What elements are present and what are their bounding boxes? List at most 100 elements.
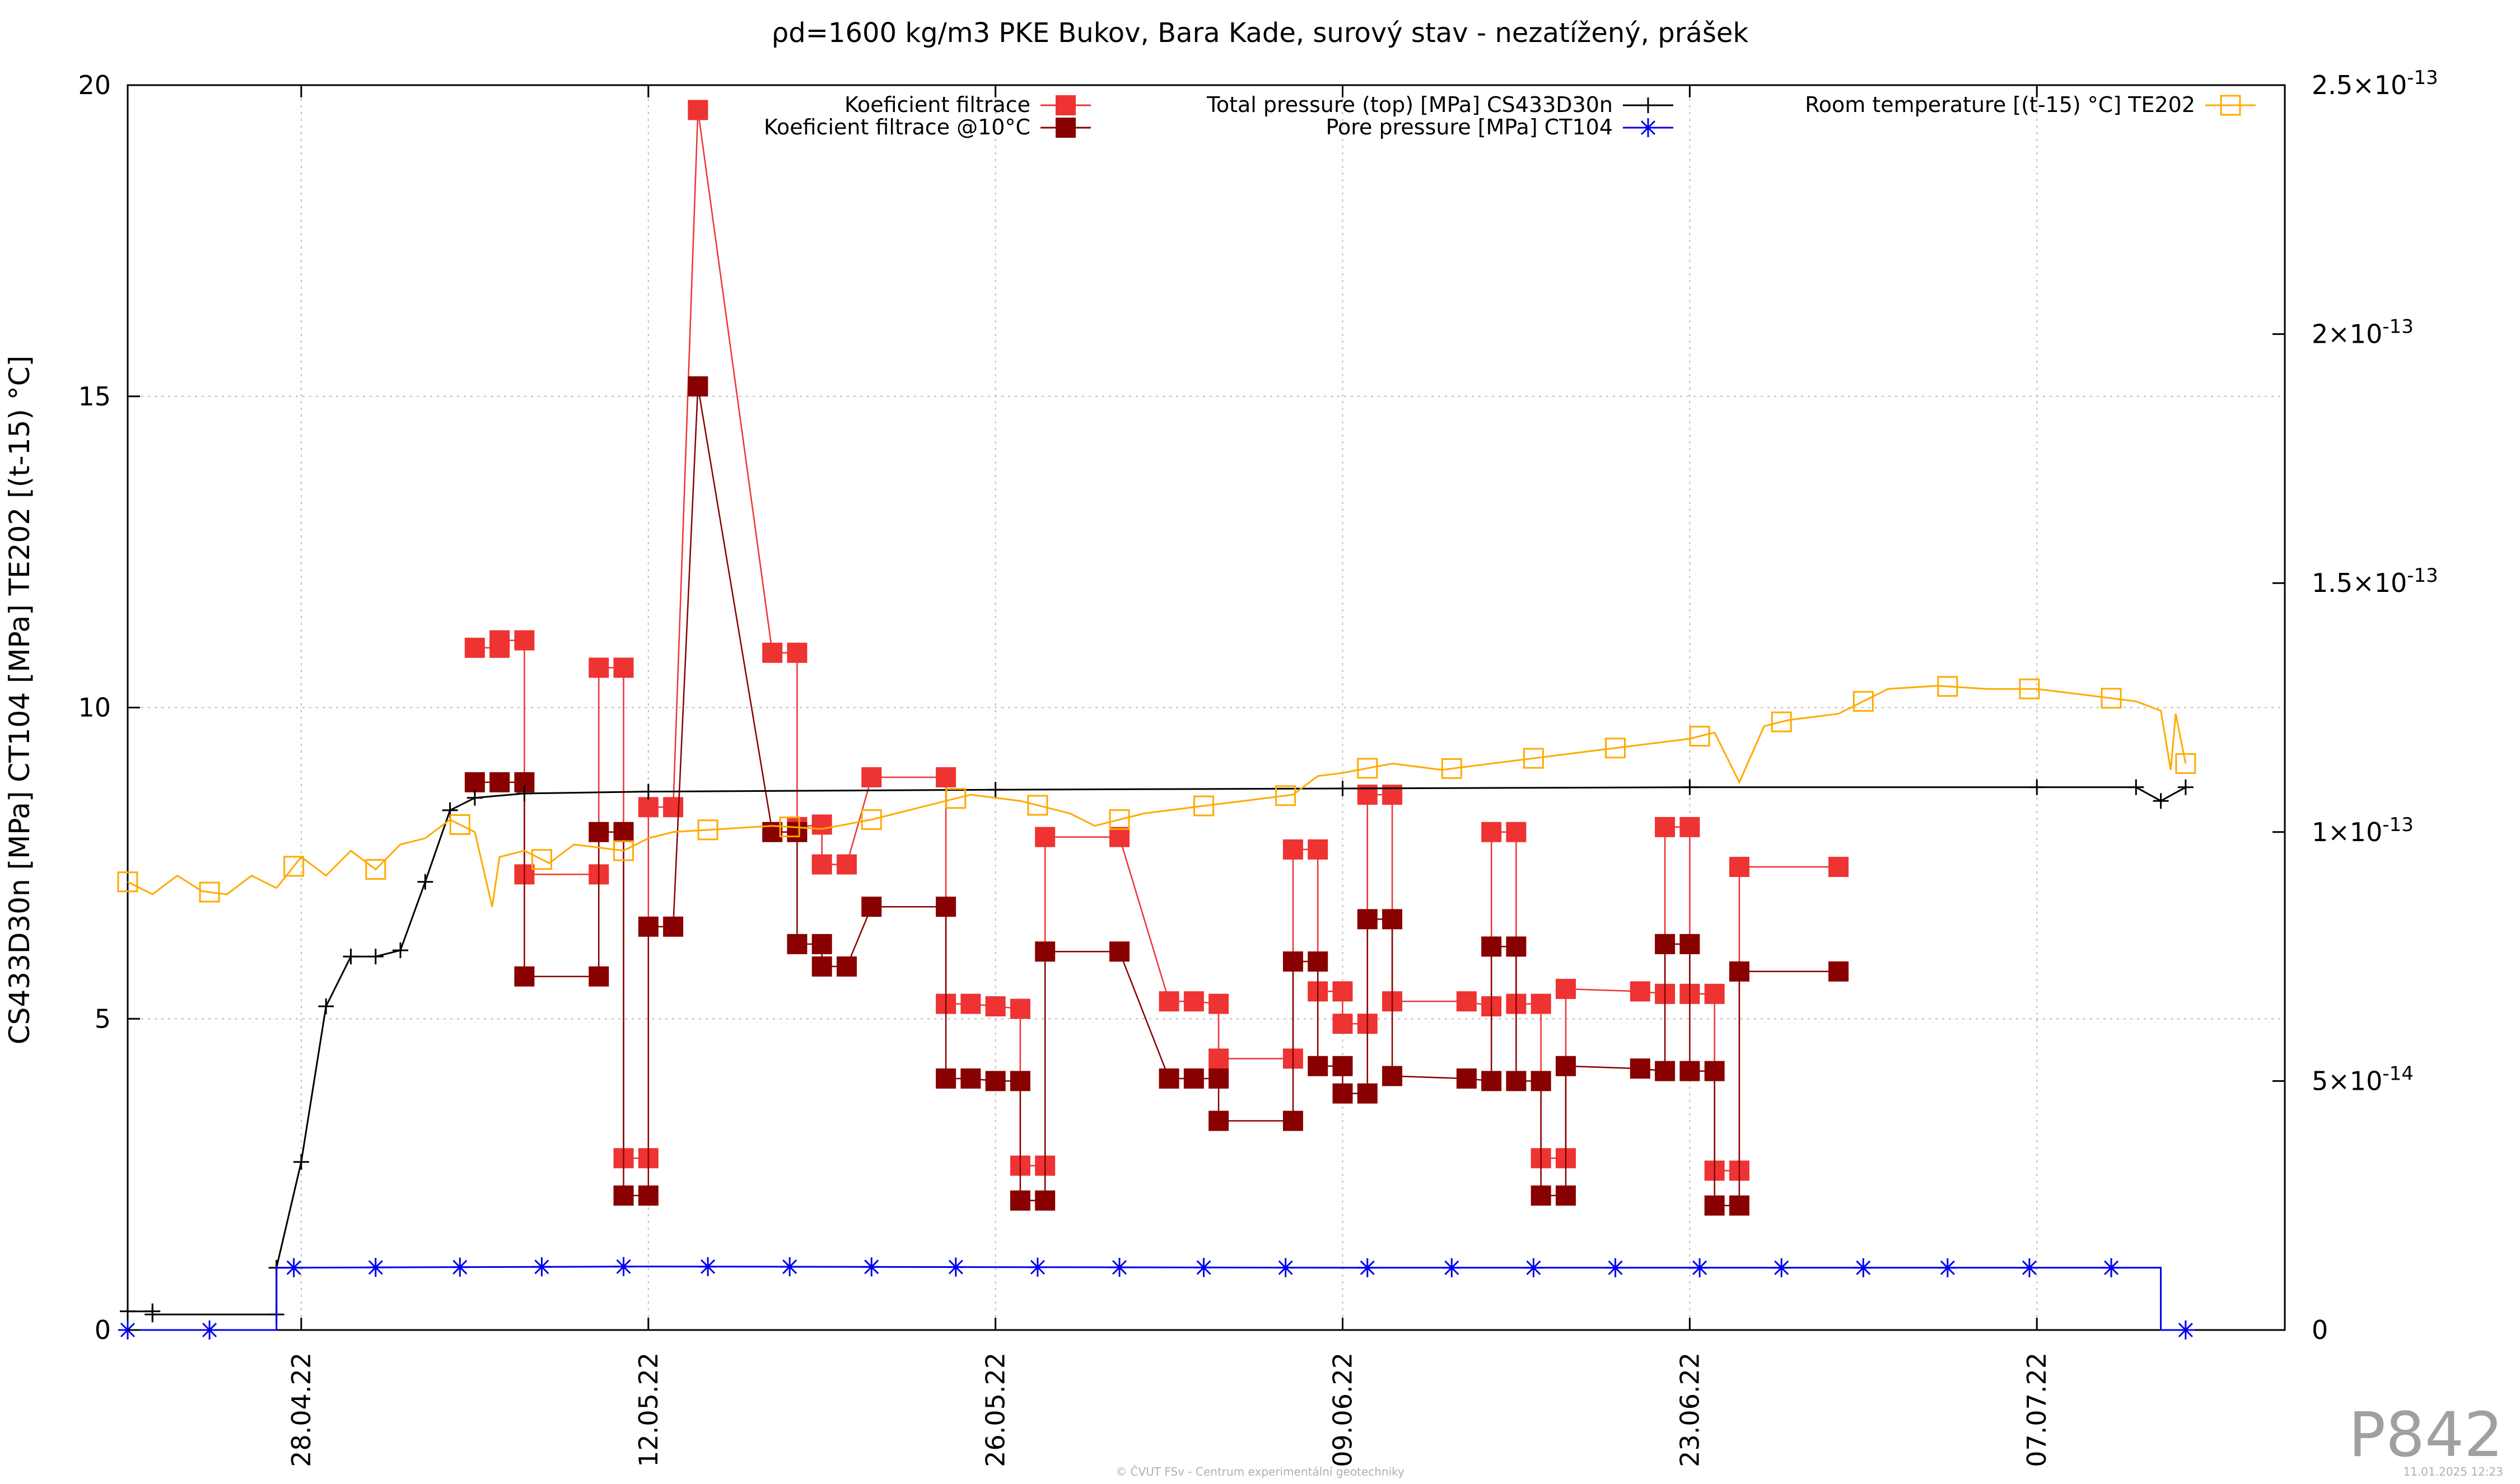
series-line <box>474 110 1838 1172</box>
data-point <box>343 949 359 965</box>
x-tick-label: 23.06.22 <box>1674 1352 1705 1467</box>
data-point <box>1630 981 1650 1002</box>
data-point <box>284 1258 304 1277</box>
data-point <box>837 854 857 875</box>
data-point <box>1679 934 1700 954</box>
y2-tick-label: 0 <box>2312 1315 2328 1345</box>
data-point <box>762 642 783 663</box>
data-point <box>1771 711 1792 732</box>
data-point <box>464 637 485 658</box>
data-point <box>663 916 684 937</box>
data-point <box>1828 961 1849 982</box>
data-point <box>449 814 470 835</box>
data-point <box>464 772 485 792</box>
footer-credit: © ČVUT FSv - Centrum experimentální geot… <box>1116 1465 1404 1478</box>
data-point <box>589 822 609 842</box>
data-point <box>1282 1110 1303 1131</box>
data-point <box>1630 1058 1650 1079</box>
data-point <box>1109 941 1130 962</box>
data-point <box>1308 1056 1328 1076</box>
data-point <box>514 966 535 987</box>
watermark-label: P842 <box>2349 1399 2503 1471</box>
data-point <box>1689 726 1710 747</box>
y2-tick-label: 1.5×10-13 <box>2312 564 2438 598</box>
data-point <box>365 858 386 880</box>
data-point <box>1640 97 1656 113</box>
y2-tick-exponent: -13 <box>2382 316 2414 338</box>
series-2 <box>120 779 2194 1323</box>
data-point <box>697 819 718 841</box>
data-point <box>1506 822 1527 842</box>
data-point <box>367 949 384 965</box>
data-point <box>1690 1258 1710 1277</box>
data-point <box>985 996 1006 1017</box>
data-point <box>779 816 800 838</box>
data-point <box>1110 1258 1130 1277</box>
x-tick-label: 09.06.22 <box>1328 1352 1358 1467</box>
data-point <box>2175 753 2196 774</box>
data-point <box>1035 941 1056 962</box>
data-point <box>987 782 1004 798</box>
data-point <box>318 998 334 1015</box>
data-point <box>1456 1068 1477 1089</box>
data-point <box>1109 827 1130 847</box>
series-line <box>474 386 1838 1206</box>
legend-entry: Pore pressure [MPa] CT104 <box>1326 115 1673 139</box>
data-point <box>532 1257 552 1277</box>
data-point <box>1010 998 1030 1019</box>
data-point <box>1704 983 1725 1004</box>
data-point <box>811 854 832 875</box>
data-point <box>1772 1258 1791 1277</box>
data-point <box>2153 793 2169 809</box>
data-point <box>1282 951 1303 972</box>
data-point <box>936 897 956 917</box>
data-point <box>393 942 409 958</box>
data-point <box>1308 951 1328 972</box>
data-point <box>787 934 808 954</box>
y2-tick-exponent: -13 <box>2407 67 2438 89</box>
data-point <box>1332 981 1353 1002</box>
y-tick-label: 15 <box>78 381 111 412</box>
data-point <box>688 376 708 396</box>
data-point <box>640 783 656 800</box>
data-point <box>1357 1258 1377 1277</box>
data-point <box>1606 1258 1625 1277</box>
series-1 <box>464 376 1849 1216</box>
data-point <box>1679 816 1700 837</box>
y2-tick-base: 1×10 <box>2312 817 2382 847</box>
data-point <box>1481 1071 1502 1091</box>
data-point <box>1556 1185 1576 1206</box>
data-point <box>1704 1195 1725 1216</box>
y-axis-title: CS433D30n [MPa] CT104 [MPa] TE202 [(t-15… <box>3 356 36 1044</box>
data-point <box>811 814 832 835</box>
data-point <box>199 881 220 903</box>
data-point <box>1194 1258 1214 1277</box>
data-point <box>516 785 533 801</box>
series-line <box>127 685 2187 907</box>
legend-label: Koeficient filtrace <box>844 92 1030 117</box>
data-point <box>589 657 609 678</box>
data-point <box>1208 1048 1229 1069</box>
data-point <box>1456 991 1477 1012</box>
data-point <box>489 772 510 792</box>
data-point <box>2019 1258 2039 1277</box>
data-point <box>663 797 684 818</box>
data-point <box>1655 816 1676 837</box>
data-point <box>688 100 708 120</box>
data-point <box>638 1185 659 1206</box>
data-point <box>1028 1257 1047 1277</box>
y2-tick-label: 2×10-13 <box>2312 316 2414 349</box>
data-point <box>1523 748 1544 769</box>
data-point <box>1159 1068 1179 1089</box>
data-point <box>1556 978 1576 999</box>
data-point <box>531 849 552 870</box>
data-point <box>1441 758 1462 779</box>
data-point <box>946 1257 965 1277</box>
data-point <box>1729 857 1749 878</box>
data-point <box>1530 1185 1551 1206</box>
data-point <box>698 1257 718 1276</box>
data-point <box>1357 909 1378 930</box>
data-point <box>1035 827 1056 847</box>
data-point <box>1183 991 1204 1012</box>
data-point <box>1729 1195 1749 1216</box>
